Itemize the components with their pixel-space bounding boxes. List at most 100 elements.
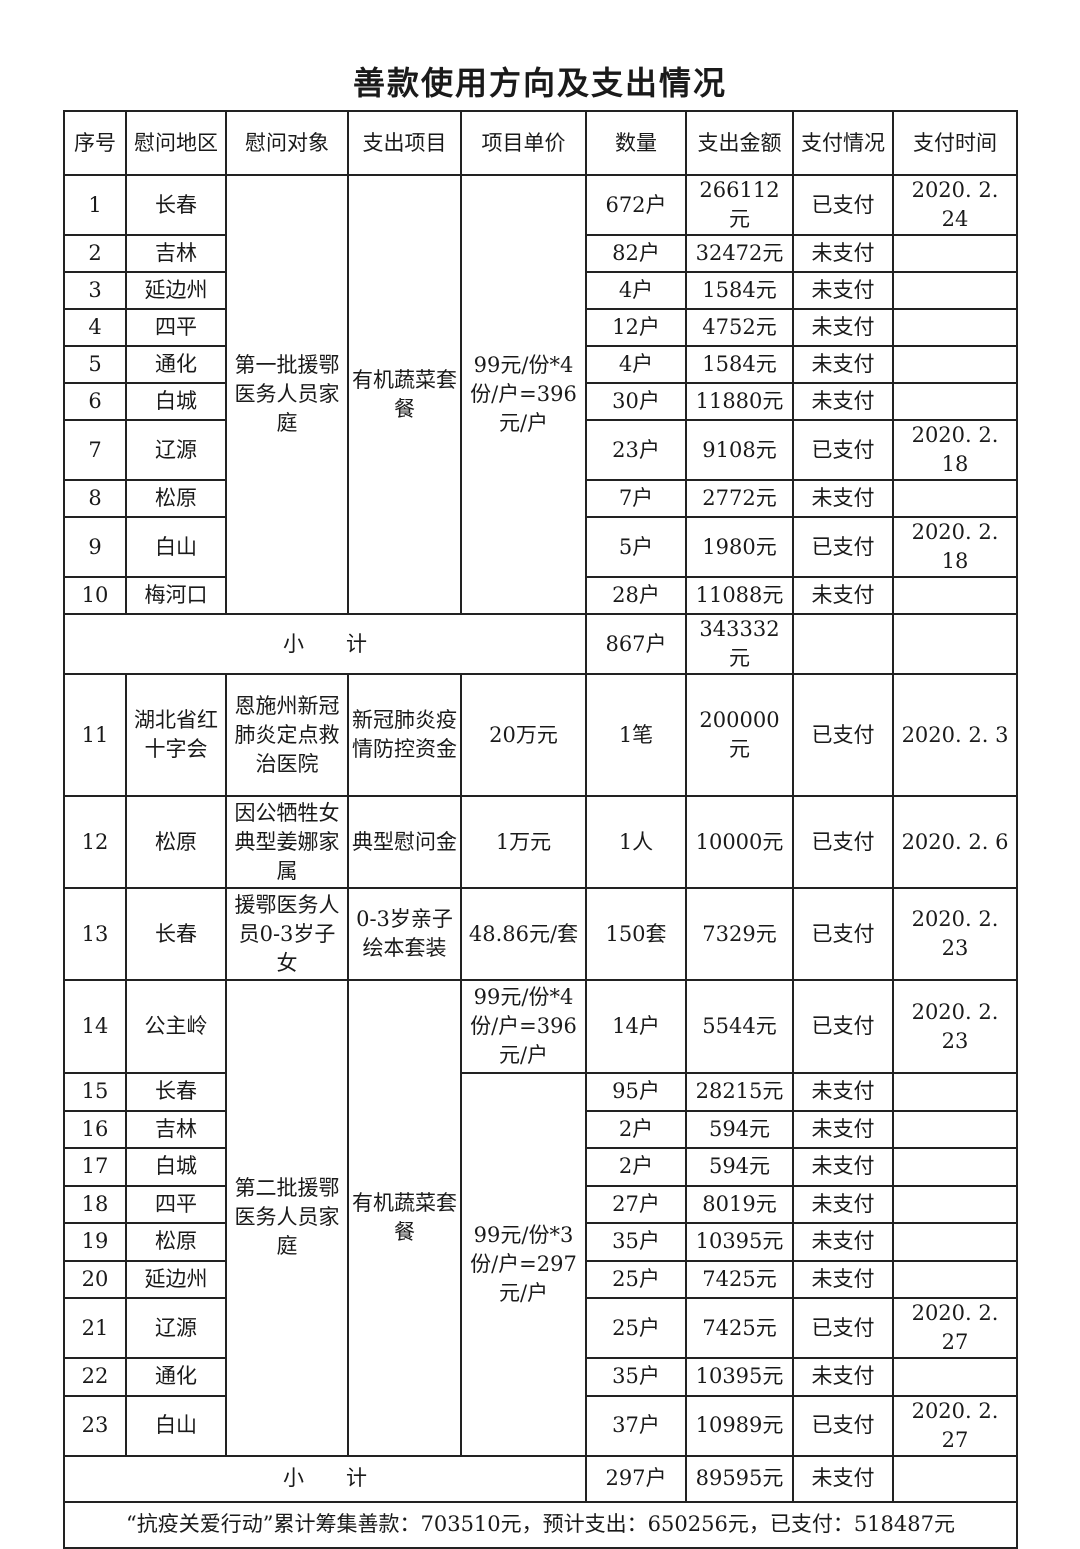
cell-count: 25户 — [585, 1297, 687, 1359]
cell-region: 延边州 — [125, 1259, 227, 1299]
cell-count: 672户 — [585, 174, 687, 236]
table-row: 4 四平 12户 4752元 未支付 — [63, 308, 1018, 347]
subtotal-label: 小 计 — [63, 613, 587, 675]
table-row: 17 白城 2户 594元 未支付 — [63, 1147, 1018, 1187]
cell-region: 吉林 — [125, 1109, 227, 1149]
table-row: 10 梅河口 28户 11088元 未支付 — [63, 576, 1018, 615]
cell-count: 23户 — [585, 419, 687, 481]
cell-target: 恩施州新冠肺炎定点救治医院 — [225, 673, 349, 797]
cell-amount: 8019元 — [685, 1184, 794, 1224]
cell-no: 13 — [63, 887, 127, 981]
cell-price: 99元/份*4份/户=396元/户 — [460, 174, 587, 615]
cell-date: 2020. 2. 3 — [892, 673, 1018, 797]
table-row: 20 延边州 25户 7425元 未支付 — [63, 1259, 1018, 1299]
cell-status: 未支付 — [792, 1357, 894, 1397]
cell-status: 已支付 — [792, 979, 894, 1074]
cell-no: 20 — [63, 1259, 127, 1299]
cell-amount: 10000元 — [685, 795, 794, 889]
cell-date: 2020. 2. 27 — [892, 1297, 1018, 1359]
cell-amount: 7329元 — [685, 887, 794, 981]
cell-region: 松原 — [125, 1222, 227, 1262]
header-region: 慰问地区 — [125, 110, 227, 176]
cell-count: 95户 — [585, 1072, 687, 1112]
cell-status: 未支付 — [792, 1109, 894, 1149]
subtotal-date — [892, 613, 1018, 675]
cell-status: 已支付 — [792, 887, 894, 981]
cell-no: 21 — [63, 1297, 127, 1359]
cell-item: 0-3岁亲子绘本套装 — [347, 887, 462, 981]
cell-target: 第二批援鄂医务人员家庭 — [225, 979, 349, 1457]
header-item: 支出项目 — [347, 110, 462, 176]
cell-count: 7户 — [585, 479, 687, 518]
cell-count: 37户 — [585, 1394, 687, 1457]
cell-count: 4户 — [585, 345, 687, 384]
cell-status: 未支付 — [792, 308, 894, 347]
cell-no: 1 — [63, 174, 127, 236]
cell-status: 未支付 — [792, 271, 894, 310]
cell-region: 湖北省红十字会 — [125, 673, 227, 797]
cell-price: 99元/份*3份/户=297元/户 — [460, 1072, 587, 1457]
table-row: “抗疫关爱行动”累计筹集善款：703510元，预计支出：650256元，已支付：… — [63, 1500, 1018, 1549]
cell-count: 150套 — [585, 887, 687, 981]
cell-item: 有机蔬菜套餐 — [347, 979, 462, 1457]
cell-no: 11 — [63, 673, 127, 797]
cell-amount: 11880元 — [685, 382, 794, 421]
cell-region: 长春 — [125, 1072, 227, 1112]
table-row: 7 辽源 23户 9108元 已支付 2020. 2. 18 — [63, 419, 1018, 481]
cell-count: 5户 — [585, 516, 687, 578]
cell-item: 新冠肺炎疫情防控资金 — [347, 673, 462, 797]
cell-count: 25户 — [585, 1259, 687, 1299]
table-row: 19 松原 35户 10395元 未支付 — [63, 1222, 1018, 1262]
cell-count: 28户 — [585, 576, 687, 615]
cell-amount: 594元 — [685, 1109, 794, 1149]
cell-status: 已支付 — [792, 516, 894, 578]
cell-count: 4户 — [585, 271, 687, 310]
cell-target: 因公牺牲女典型姜娜家属 — [225, 795, 349, 889]
cell-date — [892, 1147, 1018, 1187]
cell-no: 16 — [63, 1109, 127, 1149]
header-no: 序号 — [63, 110, 127, 176]
cell-region: 白山 — [125, 1394, 227, 1457]
cell-date — [892, 1109, 1018, 1149]
cell-region: 白城 — [125, 1147, 227, 1187]
cell-amount: 200000元 — [685, 673, 794, 797]
table-row: 小 计 297户 89595元 未支付 — [63, 1454, 1018, 1503]
cell-date — [892, 1357, 1018, 1397]
cell-no: 17 — [63, 1147, 127, 1187]
cell-date: 2020. 2. 18 — [892, 419, 1018, 481]
table-row: 18 四平 27户 8019元 未支付 — [63, 1184, 1018, 1224]
cell-region: 长春 — [125, 174, 227, 236]
subtotal-count: 867户 — [585, 613, 687, 675]
cell-item: 有机蔬菜套餐 — [347, 174, 462, 615]
cell-date: 2020. 2. 6 — [892, 795, 1018, 889]
cell-no: 7 — [63, 419, 127, 481]
table-row: 16 吉林 2户 594元 未支付 — [63, 1109, 1018, 1149]
cell-count: 14户 — [585, 979, 687, 1074]
cell-price: 48.86元/套 — [460, 887, 587, 981]
cell-region: 松原 — [125, 479, 227, 518]
cell-status: 未支付 — [792, 1184, 894, 1224]
cell-price: 20万元 — [460, 673, 587, 797]
cell-date — [892, 1184, 1018, 1224]
header-date: 支付时间 — [892, 110, 1018, 176]
cell-status: 已支付 — [792, 419, 894, 481]
cell-date: 2020. 2. 23 — [892, 979, 1018, 1074]
cell-amount: 7425元 — [685, 1259, 794, 1299]
cell-no: 2 — [63, 234, 127, 273]
subtotal-date — [892, 1454, 1018, 1503]
table-row: 11 湖北省红十字会 恩施州新冠肺炎定点救治医院 新冠肺炎疫情防控资金 20万元 1笔 20… — [63, 673, 1018, 797]
cell-count: 30户 — [585, 382, 687, 421]
cell-amount: 28215元 — [685, 1072, 794, 1112]
cell-status: 未支付 — [792, 1072, 894, 1112]
page-title: 善款使用方向及支出情况 — [352, 64, 727, 102]
table-row: 3 延边州 4户 1584元 未支付 — [63, 271, 1018, 310]
cell-amount: 11088元 — [685, 576, 794, 615]
cell-region: 吉林 — [125, 234, 227, 273]
cell-date — [892, 345, 1018, 384]
cell-no: 18 — [63, 1184, 127, 1224]
table-row: 1 长春 第一批援鄂医务人员家庭 有机蔬菜套餐 99元/份*4份/户=396元/户 672… — [63, 174, 1018, 615]
cell-region: 辽源 — [125, 419, 227, 481]
cell-target: 援鄂医务人员0-3岁子女 — [225, 887, 349, 981]
cell-status: 未支付 — [792, 382, 894, 421]
cell-date: 2020. 2. 18 — [892, 516, 1018, 578]
